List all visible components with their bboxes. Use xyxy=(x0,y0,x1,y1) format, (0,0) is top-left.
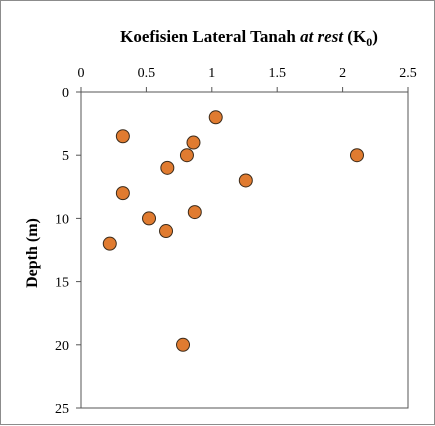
data-point xyxy=(208,110,223,125)
data-point xyxy=(115,186,130,201)
data-points xyxy=(102,110,364,352)
x-tick-label: 2.5 xyxy=(399,66,417,81)
y-axis: 0 5 10 15 20 25 xyxy=(55,86,81,417)
data-point xyxy=(349,148,364,163)
data-point xyxy=(238,173,253,188)
y-tick-label: 10 xyxy=(55,212,69,227)
chart-title-close: ) xyxy=(372,27,378,46)
y-tick-label: 0 xyxy=(62,86,69,101)
data-point xyxy=(102,236,117,251)
y-tick-label: 5 xyxy=(62,149,69,164)
data-point xyxy=(142,211,157,226)
chart-title: Koefisien Lateral Tanah at rest (K0) xyxy=(120,27,378,49)
chart-title-open: (K xyxy=(343,27,367,46)
x-tick-label: 1.5 xyxy=(268,66,286,81)
data-point xyxy=(115,129,130,144)
data-point xyxy=(160,160,175,175)
data-point xyxy=(176,337,191,352)
x-axis: 0 0.5 1 1.5 2 2.5 xyxy=(78,66,417,92)
y-tick-label: 25 xyxy=(55,402,69,417)
x-tick-label: 0 xyxy=(78,66,85,81)
x-tick-label: 2 xyxy=(339,66,346,81)
y-axis-label: Depth (m) xyxy=(24,218,41,288)
data-point xyxy=(186,135,201,150)
x-tick-label: 1 xyxy=(208,66,215,81)
data-point xyxy=(159,224,174,239)
x-tick-label: 0.5 xyxy=(138,66,156,81)
chart-title-italic: at rest xyxy=(300,27,344,46)
plot-area xyxy=(80,91,409,409)
y-tick-label: 15 xyxy=(55,276,69,291)
data-point xyxy=(179,148,194,163)
y-tick-label: 20 xyxy=(55,339,69,354)
data-point xyxy=(187,205,202,220)
chart-title-subscript: 0 xyxy=(366,35,372,49)
chart-title-prefix: Koefisien Lateral Tanah xyxy=(120,27,300,46)
